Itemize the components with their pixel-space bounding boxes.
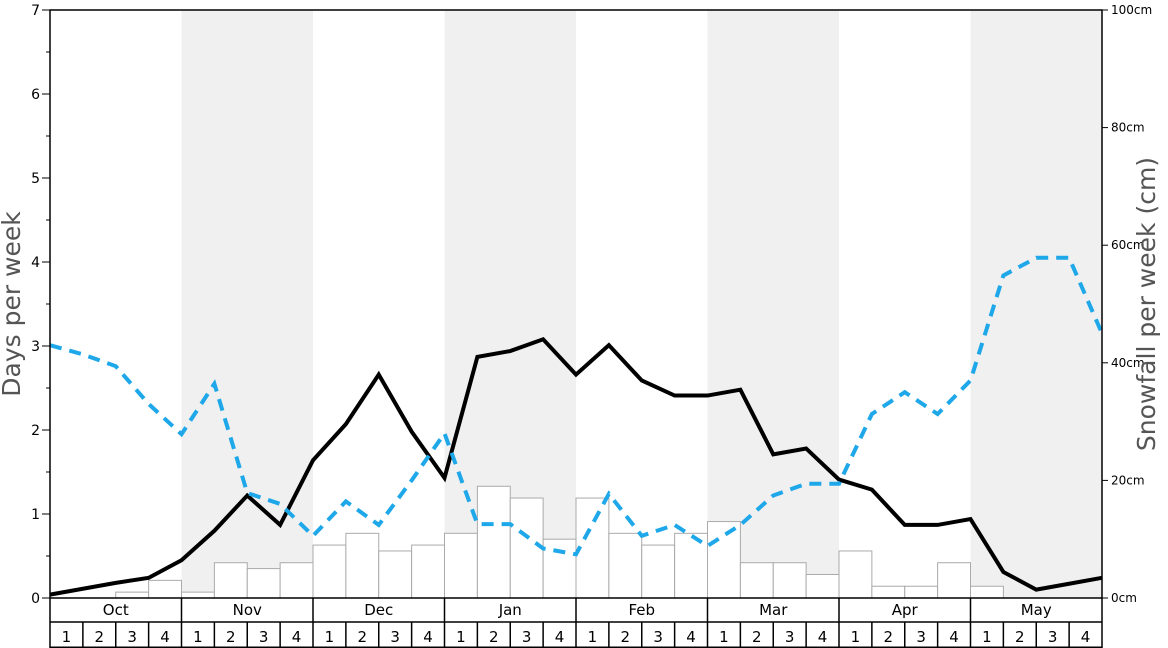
month-band-nov <box>181 10 313 598</box>
week-label: 4 <box>686 628 696 646</box>
right-axis-ticks: 0cm 20cm 40cm 60cm 80cm 100cm <box>1102 3 1152 605</box>
month-label-dec: Dec <box>364 601 393 619</box>
week-label: 2 <box>95 628 105 646</box>
right-axis-label: Snowfall per week (cm) <box>1132 157 1161 451</box>
week-label: 4 <box>818 628 828 646</box>
month-label-nov: Nov <box>233 601 262 619</box>
right-tick-label: 60cm <box>1111 238 1145 252</box>
week-label: 3 <box>785 628 795 646</box>
week-label: 2 <box>489 628 499 646</box>
snowfall-bar <box>641 544 676 599</box>
week-label: 4 <box>949 628 959 646</box>
week-label: 3 <box>1048 628 1058 646</box>
week-label: 1 <box>193 628 203 646</box>
month-band-mar <box>707 10 839 598</box>
snowfall-bars <box>115 485 1004 599</box>
chart-lines <box>49 255 1104 597</box>
snowfall-bar <box>476 485 511 599</box>
week-label: 1 <box>456 628 466 646</box>
month-label-apr: Apr <box>892 601 919 619</box>
month-label-oct: Oct <box>103 601 129 619</box>
right-tick-label: 80cm <box>1111 121 1145 135</box>
snowfall-bar <box>772 562 807 599</box>
week-label: 2 <box>1015 628 1025 646</box>
snowfall-bar <box>509 497 544 599</box>
snowfall-bar <box>739 562 774 599</box>
month-label-may: May <box>1021 601 1052 619</box>
dashed-line <box>49 255 1104 557</box>
snowfall-bar <box>148 579 182 599</box>
week-label: 3 <box>522 628 532 646</box>
snowfall-bar <box>115 591 150 599</box>
left-tick-label: 6 <box>31 87 40 103</box>
left-tick-label: 1 <box>31 507 40 523</box>
week-label: 3 <box>127 628 137 646</box>
left-axis-label: Days per week <box>0 211 26 397</box>
week-label: 4 <box>292 628 302 646</box>
month-label-jan: Jan <box>498 601 522 619</box>
week-label: 4 <box>555 628 565 646</box>
snowfall-bar <box>181 591 215 599</box>
week-label: 1 <box>325 628 335 646</box>
left-tick-label: 7 <box>31 3 40 19</box>
snowfall-bar <box>838 550 873 599</box>
snowfall-bar <box>871 585 906 599</box>
week-label: 1 <box>851 628 861 646</box>
right-tick-label: 40cm <box>1111 356 1145 370</box>
snowfall-bar <box>970 585 1004 599</box>
week-label: 1 <box>588 628 598 646</box>
month-label-mar: Mar <box>759 601 788 619</box>
week-label: 1 <box>982 628 992 646</box>
bottom-axis: Oct 1 2 3 4 Nov 1 2 3 4 Dec 1 2 3 4 Jan 1 2 3 4 Feb 1 2 3 4 Mar 1 2… <box>49 598 1103 648</box>
solid-line <box>49 336 1103 597</box>
week-label: 4 <box>423 628 433 646</box>
snowfall-bar <box>608 532 643 599</box>
snowfall-bar <box>279 562 314 599</box>
right-tick-label: 100cm <box>1111 3 1152 17</box>
week-label: 2 <box>621 628 631 646</box>
week-label: 2 <box>884 628 894 646</box>
snowfall-bar <box>805 573 840 599</box>
left-axis-ticks: 0 1 2 3 4 5 6 7 <box>31 3 50 607</box>
month-shading <box>181 10 1102 598</box>
left-tick-label: 3 <box>31 339 40 355</box>
right-tick-label: 20cm <box>1111 473 1145 487</box>
week-label: 2 <box>752 628 762 646</box>
week-label: 4 <box>160 628 170 646</box>
month-band-may <box>970 10 1102 598</box>
snowfall-bar <box>213 562 248 599</box>
left-tick-label: 5 <box>31 171 40 187</box>
snowfall-bar <box>444 532 478 599</box>
right-tick-label: 0cm <box>1111 591 1137 605</box>
week-label: 2 <box>358 628 368 646</box>
left-tick-label: 4 <box>31 255 40 271</box>
snowfall-bar <box>937 562 971 599</box>
snowfall-bar <box>674 532 708 599</box>
snowfall-bar <box>707 521 741 599</box>
week-label: 3 <box>916 628 926 646</box>
week-label: 3 <box>390 628 400 646</box>
week-label: 3 <box>259 628 269 646</box>
month-label-feb: Feb <box>628 601 655 619</box>
snowfall-bar <box>411 544 445 599</box>
week-label: 1 <box>62 628 72 646</box>
snowfall-bar <box>378 550 413 599</box>
week-label: 3 <box>653 628 663 646</box>
snowfall-bar <box>542 538 577 599</box>
snowfall-bar <box>904 585 939 599</box>
snowfall-bar <box>345 532 380 599</box>
snowfall-bar <box>246 568 281 599</box>
week-label: 1 <box>719 628 729 646</box>
week-label: 4 <box>1081 628 1091 646</box>
left-tick-label: 2 <box>31 423 40 439</box>
week-label: 2 <box>226 628 236 646</box>
snowfall-bar <box>312 544 347 599</box>
left-tick-label: 0 <box>31 591 40 607</box>
